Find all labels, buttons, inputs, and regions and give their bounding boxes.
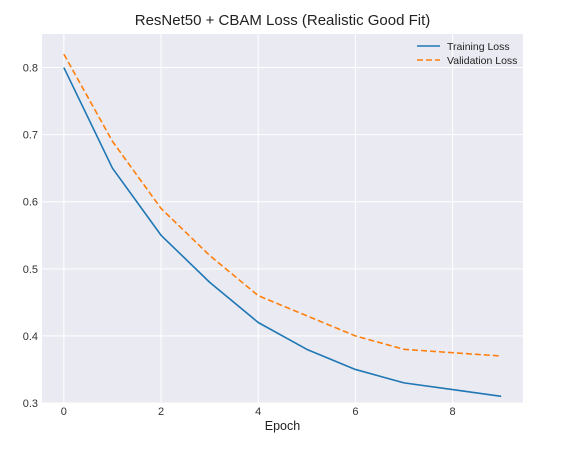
series-line-0 [63, 67, 502, 398]
y-tick-label: 0.8 [23, 63, 38, 75]
x-tick-label: 8 [449, 406, 455, 418]
legend-label: Validation Loss [447, 55, 517, 67]
legend-label: Training Loss [447, 41, 510, 53]
x-tick-label: 6 [352, 406, 358, 418]
x-tick-label: 2 [158, 406, 164, 418]
y-tick-label: 0.3 [23, 398, 38, 410]
legend-items: Training Loss Validation Loss [417, 41, 517, 67]
tick-labels: 0 2 4 6 8 0.3 0.4 0.5 0.6 0.7 0.8 [23, 63, 456, 418]
y-tick-label: 0.5 [23, 264, 38, 276]
plot-area [42, 34, 523, 403]
legend: Training Loss Validation Loss [417, 41, 517, 67]
grid-lines [42, 34, 523, 404]
x-tick-label: 0 [61, 406, 67, 418]
x-tick-label: 4 [255, 406, 261, 418]
chart-title: ResNet50 + CBAM Loss (Realistic Good Fit… [135, 12, 431, 29]
y-tick-label: 0.6 [23, 197, 38, 209]
y-tick-label: 0.4 [23, 331, 38, 343]
x-axis-label: Epoch [265, 419, 300, 433]
series-lines [63, 53, 502, 398]
y-tick-label: 0.7 [23, 130, 38, 142]
